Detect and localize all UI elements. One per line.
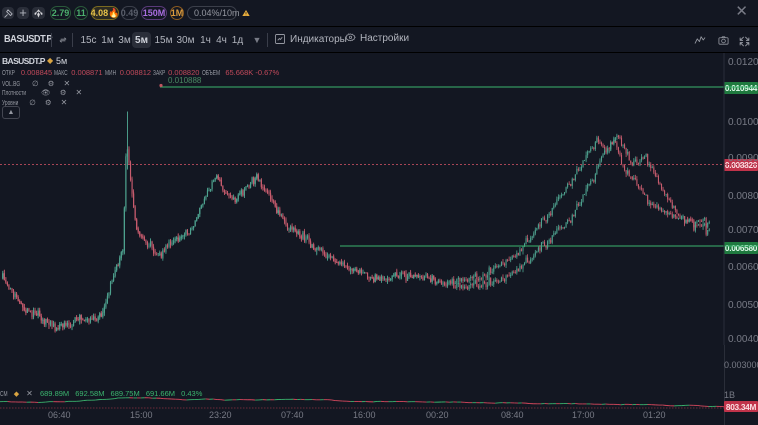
svg-text:0.006000: 0.006000 xyxy=(728,262,758,273)
svg-text:0.012000: 0.012000 xyxy=(728,57,758,68)
svg-text:0.009000: 0.009000 xyxy=(728,153,758,164)
svg-text:0.004000: 0.004000 xyxy=(728,334,758,345)
svg-text:0.008000: 0.008000 xyxy=(728,191,758,202)
svg-text:0.010000: 0.010000 xyxy=(728,117,758,128)
svg-text:0.007000: 0.007000 xyxy=(728,225,758,236)
svg-text:0.010888: 0.010888 xyxy=(168,76,202,85)
svg-text:0.005000: 0.005000 xyxy=(728,300,758,311)
